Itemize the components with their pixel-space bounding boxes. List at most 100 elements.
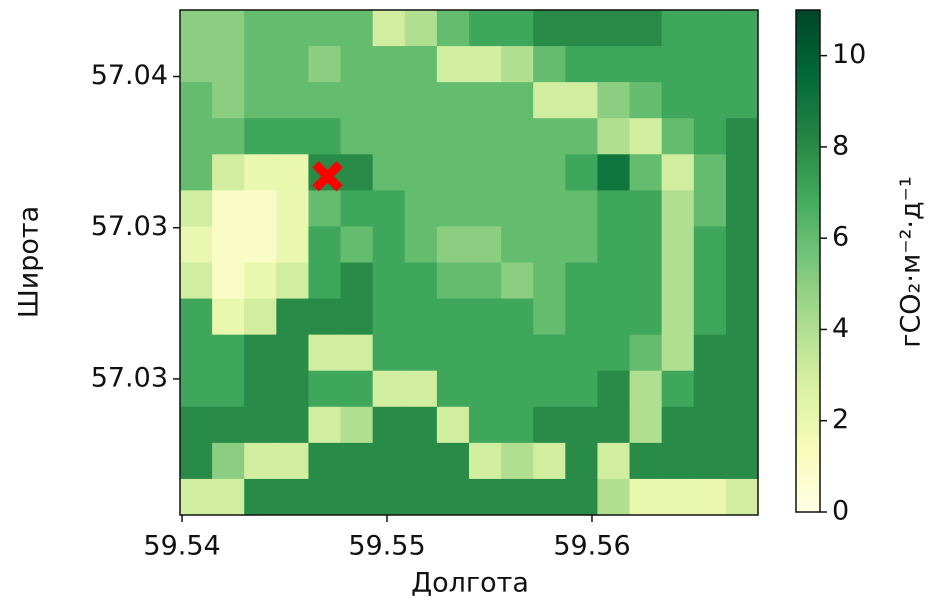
heatmap-cell xyxy=(405,190,438,227)
heatmap-cell xyxy=(662,82,695,119)
heatmap-cell xyxy=(726,299,759,336)
heatmap-cell xyxy=(630,190,663,227)
heatmap-cell xyxy=(437,10,470,47)
heatmap-cell xyxy=(726,443,759,480)
heatmap-cell xyxy=(533,335,566,372)
heatmap-cell xyxy=(405,299,438,336)
heatmap-cell xyxy=(662,118,695,155)
heatmap-cell xyxy=(341,190,374,227)
heatmap-cell xyxy=(276,82,309,119)
heatmap-cell xyxy=(694,154,727,191)
heatmap-cell xyxy=(597,154,630,191)
heatmap-cell xyxy=(630,10,663,47)
heatmap-cell xyxy=(726,118,759,155)
heatmap-cell xyxy=(373,226,406,263)
heatmap-cell xyxy=(212,82,245,119)
heatmap-cell xyxy=(597,82,630,119)
heatmap-cell xyxy=(533,443,566,480)
heatmap-cell xyxy=(437,371,470,408)
heatmap-cell xyxy=(244,226,277,263)
heatmap-cell xyxy=(373,407,406,444)
heatmap-cell xyxy=(694,299,727,336)
heatmap-cell xyxy=(726,226,759,263)
heatmap-cell xyxy=(694,190,727,227)
heatmap-cell xyxy=(501,443,534,480)
y-tick-label: 57.04 xyxy=(91,60,168,91)
heatmap-cell xyxy=(662,479,695,516)
y-tick-label: 57.03 xyxy=(91,211,168,242)
heatmap-cell xyxy=(341,154,374,191)
heatmap-cell xyxy=(597,46,630,83)
heatmap-cell xyxy=(180,335,213,372)
heatmap-cell xyxy=(437,263,470,300)
heatmap-cell xyxy=(533,46,566,83)
heatmap-cell xyxy=(405,46,438,83)
heatmap-cell xyxy=(597,443,630,480)
heatmap-cell xyxy=(405,226,438,263)
heatmap-cell xyxy=(180,299,213,336)
heatmap-cell xyxy=(180,479,213,516)
heatmap-cell xyxy=(244,118,277,155)
heatmap-cell xyxy=(373,154,406,191)
heatmap-cell xyxy=(501,82,534,119)
heatmap-cell xyxy=(180,263,213,300)
heatmap-cell xyxy=(212,335,245,372)
heatmap-cell xyxy=(565,118,598,155)
heatmap-cell xyxy=(597,118,630,155)
heatmap-cell xyxy=(565,371,598,408)
heatmap-cell xyxy=(726,263,759,300)
heatmap-cell xyxy=(565,407,598,444)
heatmap-cell xyxy=(630,371,663,408)
heatmap-cell xyxy=(630,118,663,155)
heatmap-cell xyxy=(276,407,309,444)
heatmap-cell xyxy=(630,299,663,336)
heatmap-cell xyxy=(533,479,566,516)
heatmap-cell xyxy=(694,371,727,408)
heatmap-cell xyxy=(533,407,566,444)
heatmap-cell xyxy=(501,263,534,300)
heatmap-cell xyxy=(630,226,663,263)
heatmap-cell xyxy=(180,371,213,408)
heatmap-cell xyxy=(341,118,374,155)
heatmap-cell xyxy=(405,82,438,119)
heatmap-cell xyxy=(565,226,598,263)
heatmap-cell xyxy=(276,335,309,372)
y-axis-label: Широта xyxy=(14,206,45,318)
heatmap-cell xyxy=(662,335,695,372)
heatmap-cell xyxy=(597,190,630,227)
heatmap-cell xyxy=(726,82,759,119)
heatmap-cell xyxy=(565,299,598,336)
heatmap-cell xyxy=(694,10,727,47)
heatmap-cell xyxy=(437,299,470,336)
heatmap-cell xyxy=(373,46,406,83)
chart: Долгота Широта гCO₂·м⁻²·д⁻¹ 59.5459.5559… xyxy=(0,0,934,606)
heatmap-cell xyxy=(308,335,341,372)
heatmap-cell xyxy=(469,226,502,263)
x-tick-label: 59.54 xyxy=(143,531,220,562)
heatmap-cell xyxy=(437,407,470,444)
heatmap-cell xyxy=(662,226,695,263)
heatmap-cell xyxy=(276,118,309,155)
heatmap-cell xyxy=(244,335,277,372)
heatmap-cell xyxy=(533,10,566,47)
heatmap-cell xyxy=(469,335,502,372)
heatmap-cell xyxy=(597,263,630,300)
heatmap-cell xyxy=(533,371,566,408)
heatmap-cell xyxy=(501,226,534,263)
heatmap-cell xyxy=(597,407,630,444)
heatmap-cell xyxy=(405,263,438,300)
heatmap-cell xyxy=(276,46,309,83)
heatmap-cell xyxy=(630,154,663,191)
heatmap-cell xyxy=(373,479,406,516)
heatmap-cell xyxy=(244,299,277,336)
heatmap-cell xyxy=(308,226,341,263)
heatmap-cell xyxy=(597,335,630,372)
heatmap-cell xyxy=(501,118,534,155)
heatmap-cell xyxy=(469,46,502,83)
heatmap-cell xyxy=(212,299,245,336)
heatmap-cell xyxy=(662,10,695,47)
heatmap-cell xyxy=(308,46,341,83)
heatmap-cell xyxy=(533,154,566,191)
heatmap-cell xyxy=(437,118,470,155)
colorbar-tick-label: 8 xyxy=(832,130,849,161)
